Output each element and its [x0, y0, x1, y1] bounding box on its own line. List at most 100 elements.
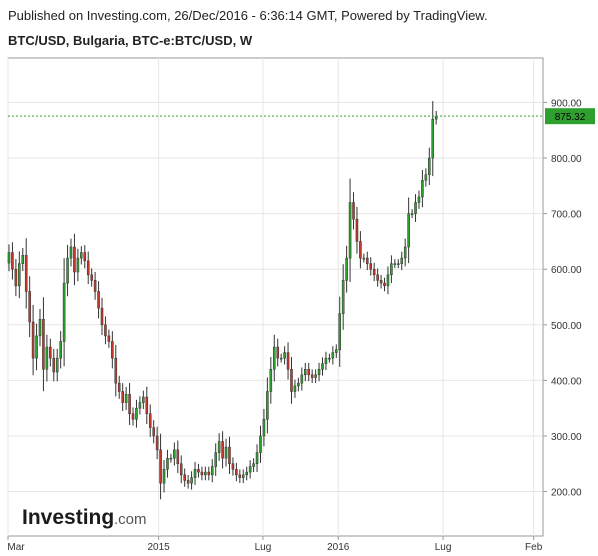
candle-body	[266, 391, 269, 420]
candle-body	[414, 202, 417, 214]
candle-body	[421, 180, 424, 198]
x-tick-label: Mar	[7, 542, 25, 553]
candle	[303, 362, 307, 382]
candle	[421, 169, 424, 208]
candle-body	[93, 280, 97, 292]
candle-body	[352, 202, 355, 220]
candle-body	[148, 413, 152, 428]
candle-body	[62, 282, 66, 342]
candle	[331, 346, 335, 365]
candle	[290, 357, 293, 404]
candle	[142, 390, 145, 409]
candle-body	[359, 241, 362, 259]
candle	[52, 348, 56, 382]
candle-body	[335, 349, 338, 353]
candle-body	[179, 463, 183, 476]
candle-body	[303, 369, 307, 376]
candle	[300, 367, 304, 391]
candle	[69, 238, 73, 267]
candle	[35, 323, 38, 371]
candle	[55, 348, 59, 382]
candle	[362, 253, 366, 263]
candle	[207, 466, 211, 481]
candle-body	[200, 471, 204, 476]
y-tick-label: 300.00	[551, 432, 582, 443]
candle-body	[245, 471, 248, 476]
candle-body	[372, 268, 376, 276]
candle-body	[83, 252, 87, 262]
x-tick-label: Lug	[255, 542, 272, 553]
y-tick-label: 800.00	[551, 154, 582, 165]
candle-body	[69, 246, 73, 259]
candle	[307, 362, 311, 382]
candle	[90, 268, 93, 287]
candle	[131, 407, 135, 426]
candle	[145, 386, 149, 425]
candle	[117, 375, 121, 399]
candle	[390, 255, 393, 284]
candle-body	[59, 341, 62, 359]
candle	[138, 396, 142, 415]
candle-body	[42, 318, 45, 370]
candle	[31, 304, 35, 376]
candle	[369, 257, 373, 276]
candle-body	[407, 213, 410, 248]
candle	[24, 238, 28, 309]
candle-body	[324, 357, 328, 364]
candle	[355, 206, 359, 254]
candle	[338, 296, 342, 367]
investing-logo[interactable]: Investing .com	[22, 506, 147, 529]
candle-body	[204, 471, 207, 476]
candle	[124, 386, 128, 410]
y-tick-label: 400.00	[551, 376, 582, 387]
candle-body	[317, 369, 321, 376]
candle-body	[90, 274, 93, 281]
candle-body	[193, 469, 197, 478]
candle-body	[86, 260, 90, 276]
candle	[21, 247, 25, 272]
candle-body	[283, 352, 286, 359]
x-tick-label: 2015	[147, 542, 170, 553]
candle	[93, 271, 97, 300]
candle	[73, 233, 76, 286]
last-price-line: 875.32	[8, 108, 595, 125]
candle-body	[248, 466, 252, 473]
candle	[169, 453, 173, 463]
candle	[28, 276, 31, 338]
candle	[262, 408, 266, 447]
candle-body	[138, 402, 142, 409]
candle	[11, 242, 14, 280]
candle	[348, 178, 352, 282]
candle	[276, 338, 279, 367]
last-price-label: 875.32	[555, 112, 586, 123]
candle	[297, 377, 300, 392]
candle-body	[397, 263, 400, 265]
candle-body	[124, 394, 128, 403]
candle-body	[379, 280, 383, 284]
y-tick-label: 700.00	[551, 210, 582, 221]
candle	[114, 344, 118, 397]
candle	[190, 471, 193, 490]
candle	[100, 297, 104, 336]
candle	[152, 420, 155, 444]
candlesticks	[7, 101, 438, 500]
candle	[155, 426, 159, 460]
candle-body	[214, 452, 217, 467]
candle-body	[428, 157, 431, 175]
candle-body	[417, 196, 421, 203]
candle-body	[107, 335, 111, 342]
candle	[221, 431, 224, 469]
candle-body	[434, 116, 438, 120]
candle-body	[176, 449, 180, 464]
brand-name: Investing	[22, 506, 114, 529]
candle	[166, 449, 169, 478]
candle-body	[100, 307, 104, 326]
candle	[269, 357, 273, 404]
candle-body	[345, 257, 348, 281]
candle	[335, 344, 338, 359]
candle-body	[131, 413, 135, 420]
candle-body	[286, 352, 290, 370]
candle	[217, 433, 221, 461]
candle	[162, 459, 166, 493]
candle	[76, 248, 80, 282]
